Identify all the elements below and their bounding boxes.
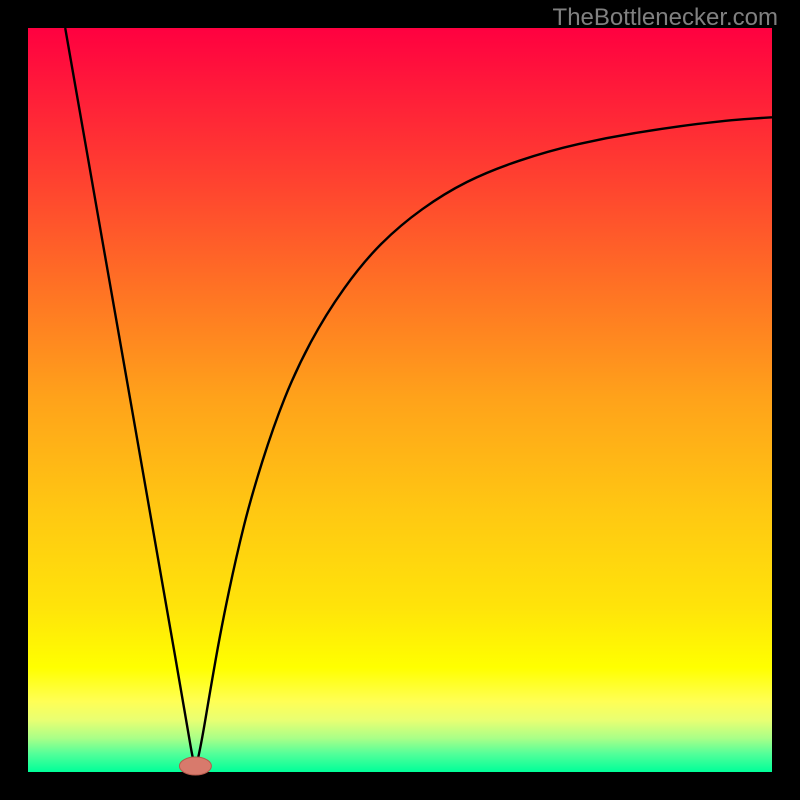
watermark-text: TheBottlenecker.com <box>553 4 778 32</box>
plot-background <box>28 28 772 772</box>
chart-container: { "watermark": { "text": "TheBottlenecke… <box>0 0 800 800</box>
optimal-point-marker <box>179 757 211 775</box>
bottleneck-chart <box>0 0 800 800</box>
